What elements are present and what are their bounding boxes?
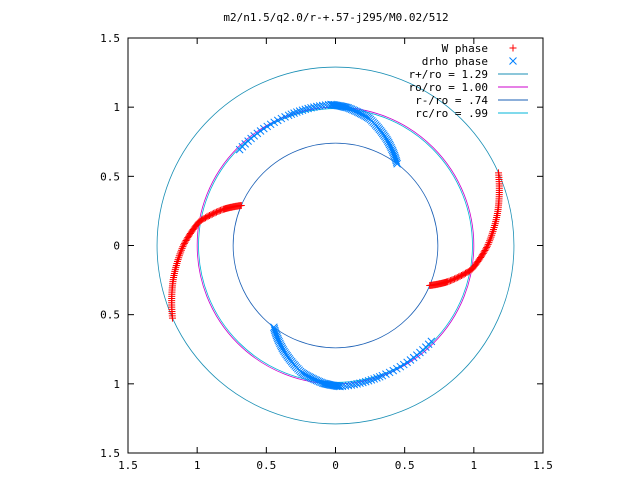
drho-phase-point [263, 122, 272, 131]
chart-title: m2/n1.5/q2.0/r-+.57-j295/M0.02/512 [223, 11, 448, 24]
drho-phase-point [392, 364, 401, 373]
drho-phase-point [427, 337, 436, 346]
legend-marker [509, 57, 517, 65]
w-phase-point [489, 227, 497, 235]
reference-circles [156, 66, 515, 425]
drho-phase-point [235, 145, 244, 154]
drho-phase-point [335, 382, 343, 391]
x-tick-label: 0.5 [395, 459, 415, 472]
drho-phase-point [281, 112, 289, 121]
w-phase-point [480, 248, 488, 256]
legend-label: ro/ro = 1.00 [409, 81, 488, 94]
w-phase-point [490, 225, 498, 233]
y-tick-label: 0.5 [100, 170, 120, 183]
drho-phase-point [385, 368, 394, 377]
drho-phase-point [370, 375, 379, 383]
x-tick-label: 0 [332, 459, 339, 472]
w-phase-point [184, 234, 192, 242]
drho-phase-point [396, 362, 405, 371]
w-phase-point [168, 314, 176, 322]
drho-phase-point [364, 376, 373, 385]
w-phase-point [485, 239, 493, 247]
w-phase-point [495, 169, 503, 177]
drho-phase-point [353, 380, 361, 388]
drho-phase-point [361, 377, 370, 386]
drho-phase-point [304, 104, 312, 113]
drho-phase-point [287, 110, 296, 119]
drho-phase-point [290, 109, 298, 117]
x-tick-label: 1 [194, 459, 201, 472]
w-phase-point [483, 242, 491, 250]
y-tick-label: 0 [113, 240, 120, 253]
axes: 1.5 1 0.5 0 0.5 1 1.51.510.500.511.5 [100, 32, 553, 472]
drho-phase-point [273, 116, 282, 125]
x-tick-label: 1.5 [118, 459, 138, 472]
drho-phase-point [270, 118, 279, 127]
drho-phase-point [310, 103, 318, 111]
drho-phase-point [266, 120, 275, 129]
drho-phase-point [359, 378, 367, 387]
legend-label: r-/ro = .74 [415, 94, 488, 107]
y-tick-label: 1 [113, 101, 120, 114]
legend-label: drho phase [422, 55, 488, 68]
drho-phase-point [375, 372, 384, 381]
w-phase-point [173, 258, 181, 266]
drho-phase-point [389, 366, 398, 375]
drho-phase-point [256, 127, 265, 135]
x-tick-label: 1 [471, 459, 478, 472]
drho-phase-point [367, 376, 376, 384]
x-tick-label: 1.5 [533, 459, 553, 472]
drho-phase-point [406, 356, 415, 364]
w-phase-point [181, 238, 189, 246]
drho-phase-point [312, 102, 321, 111]
x-tick-label: 0.5 [256, 459, 276, 472]
w-phase-point [183, 235, 191, 243]
drho-phase-point [295, 107, 304, 115]
w-phase-point [483, 244, 491, 252]
drho-phase-point [259, 124, 268, 133]
w-phase-point [180, 241, 188, 249]
w-phase-point [182, 237, 190, 245]
legend-label: rc/ro = .99 [415, 107, 488, 120]
w-phase-point [180, 239, 188, 247]
w-phase-point [174, 256, 182, 264]
w-phase-point [178, 244, 186, 252]
drho-phase-point [307, 103, 315, 112]
legend-marker [509, 44, 517, 52]
y-tick-label: 1.5 [100, 447, 120, 460]
drho-phase-point [292, 108, 301, 116]
circle-mark [156, 66, 515, 425]
y-tick-label: 1 [113, 378, 120, 391]
y-tick-label: 1.5 [100, 32, 120, 45]
phase-points [168, 100, 503, 391]
legend-label: W phase [442, 42, 488, 55]
w-phase-point [479, 249, 487, 257]
legend-label: r+/ro = 1.29 [409, 68, 488, 81]
w-phase-point [481, 246, 489, 254]
circle-mark [232, 142, 439, 349]
drho-phase-point [356, 379, 364, 388]
drho-phase-point [298, 106, 307, 115]
w-phase-point [179, 243, 187, 251]
drho-phase-point [301, 105, 310, 114]
drho-phase-point [373, 374, 381, 382]
drho-phase-point [382, 370, 390, 379]
w-phase-point [484, 240, 492, 248]
drho-phase-point [277, 114, 286, 123]
w-phase-point [482, 245, 490, 253]
drho-phase-point [350, 380, 359, 389]
drho-phase-point [328, 100, 336, 109]
drho-phase-point [403, 358, 412, 367]
drho-phase-point [399, 360, 408, 369]
y-tick-label: 0.5 [100, 309, 120, 322]
